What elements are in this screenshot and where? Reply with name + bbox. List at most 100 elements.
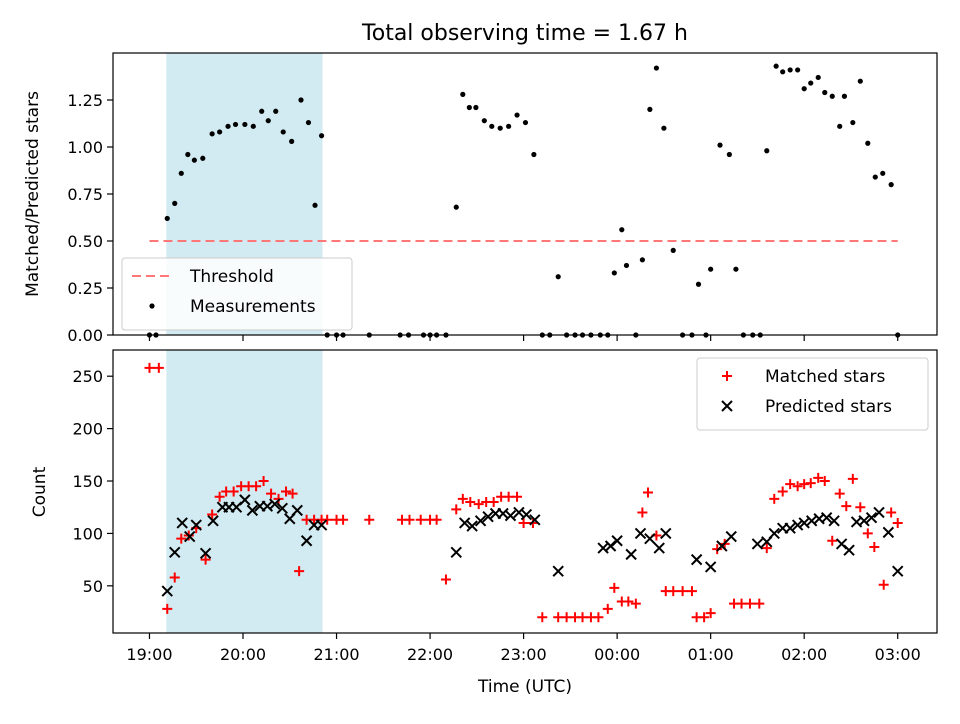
predicted-star-point <box>660 527 672 540</box>
measurement-point <box>773 63 779 69</box>
matched-star-point <box>266 488 277 499</box>
predicted-star-point <box>291 504 303 517</box>
predicted-star-point <box>300 535 313 547</box>
measurement-point <box>619 227 625 233</box>
predicted-star-point <box>497 507 509 520</box>
matched-star-point <box>668 586 679 597</box>
measurement-point <box>733 266 739 272</box>
predicted-star-point <box>882 526 895 539</box>
x-tick-label: 20:00 <box>220 645 266 664</box>
measurement-point <box>312 202 318 208</box>
measurement-point <box>259 108 265 114</box>
measurement-point <box>232 121 239 128</box>
matched-star-point <box>561 612 572 623</box>
predicted-star-point <box>529 514 541 526</box>
matched-star-point <box>834 488 845 499</box>
matched-star-point <box>855 502 866 513</box>
measurement-point <box>225 123 231 129</box>
measurement-point <box>872 174 878 180</box>
matched-star-point <box>537 612 548 623</box>
matched-star-point <box>214 491 225 502</box>
top-y-tick-label: 1.25 <box>67 91 103 110</box>
predicted-star-point <box>176 517 188 529</box>
matched-star-point <box>869 542 880 553</box>
measurement-point <box>888 182 894 188</box>
matched-star-point <box>686 586 697 597</box>
bottom-legend-box <box>696 357 929 431</box>
predicted-star-point <box>466 520 478 532</box>
matched-star-point <box>813 472 824 483</box>
x-tick-label: 02:00 <box>781 645 827 664</box>
matched-star-point <box>827 535 838 546</box>
matched-star-point <box>228 486 239 497</box>
matched-star-point <box>258 476 269 487</box>
bottom-legend: Matched stars Predicted stars <box>696 357 929 431</box>
measurement-point <box>822 89 828 96</box>
matched-star-point <box>847 473 858 484</box>
chart-title: Total observing time = 1.67 h <box>361 21 688 46</box>
measurement-point <box>280 129 286 135</box>
predicted-star-point <box>269 498 281 510</box>
matched-star-point <box>144 362 155 373</box>
predicted-star-point <box>239 494 251 506</box>
predicted-star-point <box>169 546 181 559</box>
predicted-star-point <box>246 504 259 517</box>
measurement-point <box>808 80 814 86</box>
top-y-tick-label: 0.75 <box>67 185 103 204</box>
bottom-series-1 <box>161 494 904 597</box>
matched-star-point <box>207 509 218 520</box>
measurement-point <box>787 67 793 73</box>
predicted-star-point <box>805 515 818 527</box>
matched-star-point <box>153 362 164 373</box>
predicted-star-point <box>552 565 564 577</box>
predicted-star-point <box>751 538 764 550</box>
matched-star-point <box>431 514 442 525</box>
matched-star-point <box>415 514 426 525</box>
top-y-axis-label: Matched/Predicted stars <box>23 91 43 297</box>
measurement-point <box>531 151 537 158</box>
measurement-point <box>726 151 732 158</box>
x-axis-label: Time (UTC) <box>477 677 572 697</box>
x-tick-label: 00:00 <box>594 645 640 664</box>
predicted-star-point <box>690 553 703 566</box>
matched-star-point <box>602 603 613 614</box>
matched-star-point <box>862 528 873 539</box>
predicted-star-point <box>704 561 717 573</box>
measurement-point <box>801 86 807 92</box>
measurement-point <box>273 108 279 114</box>
legend-predicted-swatch <box>721 400 733 412</box>
predicted-star-point <box>504 509 517 522</box>
measurement-point <box>514 112 520 118</box>
top-legend-box <box>121 257 353 331</box>
measurement-point <box>289 138 295 144</box>
bottom-axes-frame <box>112 349 938 634</box>
measurement-point <box>164 215 170 222</box>
measurement-point <box>185 151 191 158</box>
predicted-star-point <box>450 546 462 559</box>
measurement-point <box>555 274 561 280</box>
predicted-star-point <box>276 502 288 514</box>
predicted-star-point <box>199 547 212 560</box>
predicted-star-point <box>611 535 623 547</box>
measurement-point <box>841 93 848 99</box>
measurement-point <box>497 125 503 131</box>
legend-label: Matched stars <box>765 367 885 387</box>
bottom-y-axis-label: Count <box>30 466 50 517</box>
predicted-star-point <box>858 515 870 527</box>
matched-star-point <box>364 514 375 525</box>
predicted-star-point <box>644 532 656 545</box>
bottom-series-0 <box>144 362 903 623</box>
legend-label: Predicted stars <box>765 397 892 417</box>
matched-star-point <box>712 544 723 555</box>
matched-star-point <box>699 612 710 623</box>
predicted-star-point <box>843 544 855 556</box>
measurement-point <box>250 123 256 129</box>
legend-label: Measurements <box>190 297 316 317</box>
measurement-point <box>815 74 821 81</box>
matched-star-point <box>200 554 211 565</box>
measurement-point <box>695 281 702 287</box>
matched-star-point <box>322 514 333 525</box>
measurement-point <box>217 129 223 135</box>
matched-star-point <box>451 504 462 515</box>
predicted-star-point <box>482 510 494 523</box>
